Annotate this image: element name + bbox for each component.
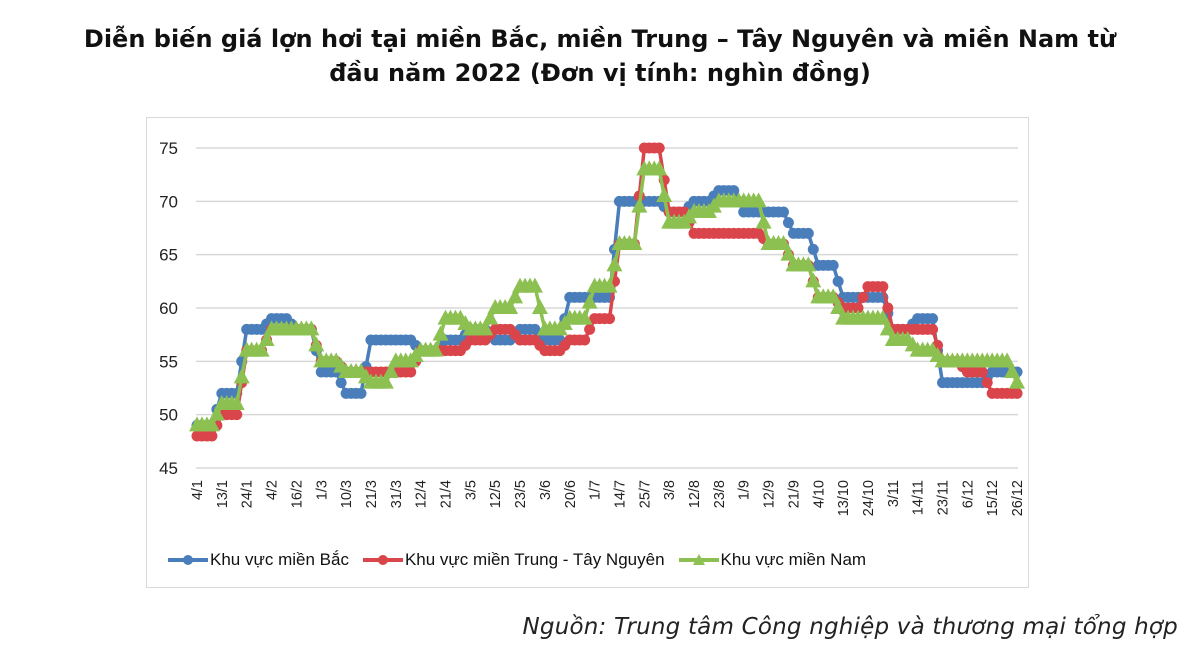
x-tick-label: 4/2 (265, 480, 281, 500)
x-tick-label: 21/3 (364, 480, 380, 508)
legend-label: Khu vực miền Bắc (210, 550, 349, 569)
x-tick-label: 3/8 (662, 480, 678, 500)
legend-item-nam: Khu vực miền Nam (678, 550, 867, 570)
y-tick-label: 45 (159, 459, 178, 478)
y-tick-label: 65 (159, 246, 178, 265)
x-tick-label: 3/6 (538, 480, 554, 500)
x-tick-label: 14/7 (612, 480, 628, 508)
legend-item-trung: Khu vực miền Trung - Tây Nguyên (362, 550, 665, 570)
x-tick-label: 31/3 (389, 480, 405, 508)
legend-label: Khu vực miền Trung - Tây Nguyên (404, 550, 665, 569)
legend-marker-circle-icon (362, 555, 403, 565)
x-tick-label: 20/6 (563, 480, 579, 508)
x-tick-label: 24/1 (240, 480, 256, 508)
x-tick-label: 6/12 (960, 480, 976, 508)
x-tick-label: 12/9 (762, 480, 778, 508)
chart-title: Diễn biến giá lợn hơi tại miền Bắc, miền… (0, 22, 1200, 90)
chart-frame (146, 117, 1029, 588)
y-tick-label: 75 (159, 139, 178, 158)
x-tick-label: 1/3 (314, 480, 330, 500)
x-tick-label: 12/8 (687, 480, 703, 508)
y-tick-label: 60 (159, 299, 178, 318)
x-tick-label: 26/12 (1010, 480, 1026, 516)
x-tick-label: 25/7 (637, 480, 653, 508)
chart-legend: Khu vực miền Bắc Khu vực miền Trung - Tâ… (168, 548, 880, 572)
x-tick-label: 23/11 (936, 480, 952, 515)
x-tick-label: 21/9 (786, 480, 802, 508)
legend-item-bac: Khu vực miền Bắc (168, 550, 349, 570)
legend-label: Khu vực miền Nam (720, 550, 867, 569)
x-tick-label: 24/10 (861, 480, 877, 516)
x-tick-label: 4/1 (190, 480, 206, 500)
x-tick-label: 4/10 (811, 480, 827, 508)
chart-title-line2: đầu năm 2022 (Đơn vị tính: nghìn đồng) (329, 59, 871, 87)
y-tick-label: 50 (159, 406, 178, 425)
x-tick-label: 13/10 (836, 480, 852, 516)
y-tick-label: 70 (159, 192, 178, 211)
x-tick-label: 16/2 (289, 480, 305, 508)
y-tick-label: 55 (159, 352, 178, 371)
legend-marker-circle-icon (168, 555, 208, 565)
x-tick-label: 14/11 (911, 480, 927, 515)
x-tick-label: 10/3 (339, 480, 355, 508)
x-tick-label: 13/1 (215, 480, 231, 508)
x-tick-label: 23/5 (513, 480, 529, 508)
x-tick-label: 1/7 (588, 480, 604, 500)
x-tick-label: 15/12 (985, 480, 1001, 516)
legend-marker-triangle-icon (678, 554, 719, 565)
x-tick-label: 3/11 (886, 480, 902, 507)
x-tick-label: 3/5 (463, 480, 479, 500)
source-note: Nguồn: Trung tâm Công nghiệp và thương m… (522, 614, 1178, 640)
chart-title-line1: Diễn biến giá lợn hơi tại miền Bắc, miền… (83, 25, 1117, 53)
x-tick-label: 23/8 (712, 480, 728, 508)
series-2 (189, 160, 1026, 432)
x-tick-label: 12/5 (488, 480, 504, 508)
x-tick-label: 1/9 (737, 480, 753, 500)
x-tick-label: 21/4 (439, 480, 455, 508)
x-tick-label: 12/4 (414, 480, 430, 508)
